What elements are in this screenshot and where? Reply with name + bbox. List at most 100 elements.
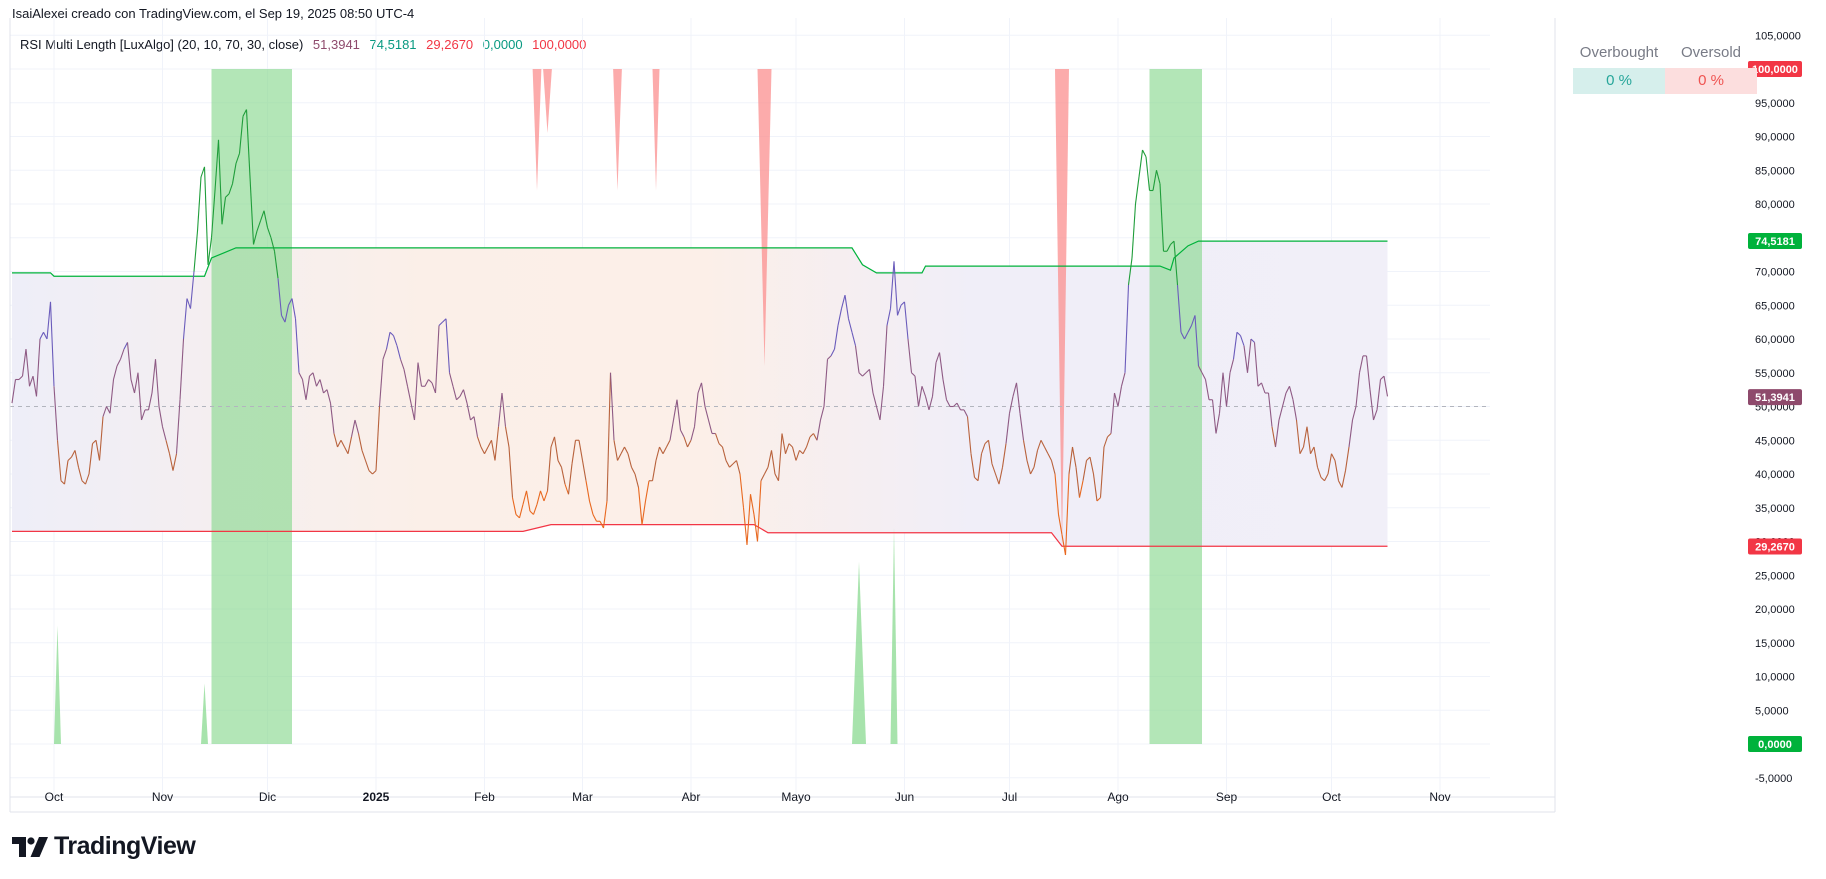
- rsi-segment: [560, 467, 566, 485]
- rsi-segment: [442, 318, 447, 323]
- rsi-segment: [896, 305, 902, 316]
- rsi-segment: [641, 500, 647, 525]
- rsi-segment: [434, 325, 440, 394]
- rsi-segment: [364, 460, 370, 471]
- rsi-segment: [1142, 149, 1147, 158]
- oversold-spike: [1055, 69, 1069, 549]
- rsi-segment: [1299, 446, 1304, 455]
- rsi-segment: [609, 372, 615, 441]
- rsi-segment: [221, 197, 227, 225]
- rsi-segment: [270, 237, 276, 252]
- rsi-segment: [1184, 331, 1189, 340]
- rsi-segment: [854, 345, 860, 373]
- rsi-segment: [375, 406, 381, 471]
- rsi-segment: [823, 359, 829, 407]
- value-badge-bg: [1748, 389, 1802, 406]
- rsi-segment: [1250, 338, 1255, 343]
- rsi-segment: [456, 395, 461, 401]
- rsi-segment: [84, 473, 90, 485]
- rsi-segment: [462, 389, 468, 404]
- rsi-segment: [43, 331, 48, 340]
- rsi-segment: [112, 365, 118, 380]
- y-tick-label: 105,0000: [1755, 30, 1801, 42]
- oversold-spike: [543, 69, 552, 134]
- rsi-segment: [284, 305, 290, 323]
- rsi-segment: [1033, 450, 1039, 468]
- rsi-segment: [1110, 392, 1116, 434]
- rsi-segment: [1030, 466, 1035, 475]
- rsi-segment: [357, 433, 363, 451]
- rsi-segment: [644, 480, 650, 502]
- rsi-segment: [813, 433, 818, 441]
- rsi-segment: [1316, 467, 1322, 478]
- rsi-segment: [879, 386, 885, 421]
- rsi-segment: [256, 220, 262, 232]
- status-table: Overbought Oversold 0 % 0 %: [1573, 42, 1757, 94]
- legend-value-zero: 0,0000: [482, 37, 523, 52]
- series-line-rsi: [11, 109, 1389, 556]
- rsi-segment: [1267, 392, 1273, 427]
- rsi-segment: [946, 399, 951, 407]
- rsi-segment: [753, 514, 759, 542]
- rsi-segment: [1155, 170, 1161, 184]
- rsi-segment: [487, 439, 492, 448]
- x-tick-label: Mayo: [781, 790, 811, 804]
- y-tick-label: 35,0000: [1755, 503, 1795, 515]
- rsi-segment: [1159, 183, 1165, 252]
- rsi-segment: [323, 389, 328, 394]
- rsi-segment: [126, 342, 132, 380]
- rsi-segment: [1044, 446, 1049, 455]
- rsi-segment: [791, 446, 797, 461]
- rsi-segment: [11, 379, 17, 404]
- rsi-segment: [140, 409, 146, 421]
- overbought-spike: [852, 561, 866, 744]
- rsi-segment: [924, 396, 930, 411]
- rsi-segment: [546, 446, 552, 491]
- rsi-segment: [1365, 355, 1371, 390]
- rsi-segment: [337, 439, 342, 448]
- rsi-segment: [452, 386, 458, 400]
- rsi-segment: [882, 325, 888, 387]
- rsi-segment: [25, 349, 31, 387]
- rsi-segment: [1306, 426, 1312, 454]
- rsi-segment: [354, 419, 360, 434]
- rsi-segment: [277, 278, 283, 316]
- indicator-legend[interactable]: RSI Multi Length [LuxAlgo] (20, 10, 70, …: [20, 37, 592, 52]
- rsi-segment: [344, 446, 349, 455]
- indicator-name[interactable]: RSI Multi Length [LuxAlgo] (20, 10, 70, …: [20, 37, 304, 52]
- rsi-segment: [631, 466, 636, 475]
- rsi-segment: [1061, 534, 1067, 556]
- rsi-segment: [32, 376, 38, 397]
- rsi-segment: [928, 396, 934, 411]
- rsi-segment: [655, 446, 661, 461]
- rsi-segment: [1127, 257, 1133, 286]
- rsi-segment: [1194, 315, 1200, 367]
- rsi-segment: [281, 315, 286, 323]
- rsi-segment: [210, 190, 216, 238]
- legend-value-upper: 74,5181: [369, 37, 417, 52]
- rsi-segment: [71, 450, 76, 458]
- overbought-spike: [54, 625, 61, 744]
- rsi-segment: [802, 446, 807, 455]
- rsi-segment: [497, 392, 503, 427]
- rsi-segment: [291, 298, 297, 319]
- rsi-segment: [1113, 392, 1119, 407]
- rsi-segment: [938, 352, 944, 380]
- rsi-segment: [1222, 372, 1228, 407]
- rsi-segment: [606, 372, 612, 502]
- rsi-segment: [532, 504, 538, 515]
- tradingview-brand[interactable]: TradingView: [12, 832, 196, 861]
- rsi-segment: [263, 210, 269, 228]
- rsi-segment: [1278, 406, 1284, 421]
- oversold-spike: [532, 69, 542, 191]
- rsi-segment: [816, 419, 822, 441]
- rsi-segment: [238, 116, 244, 154]
- rsi-segment: [865, 368, 870, 374]
- rsi-segment: [1170, 240, 1175, 245]
- rsi-segment: [799, 449, 804, 455]
- rsi-segment: [1099, 446, 1105, 498]
- rsi-segment: [428, 379, 433, 384]
- rsi-segment: [862, 372, 867, 377]
- rsi-segment: [634, 473, 640, 488]
